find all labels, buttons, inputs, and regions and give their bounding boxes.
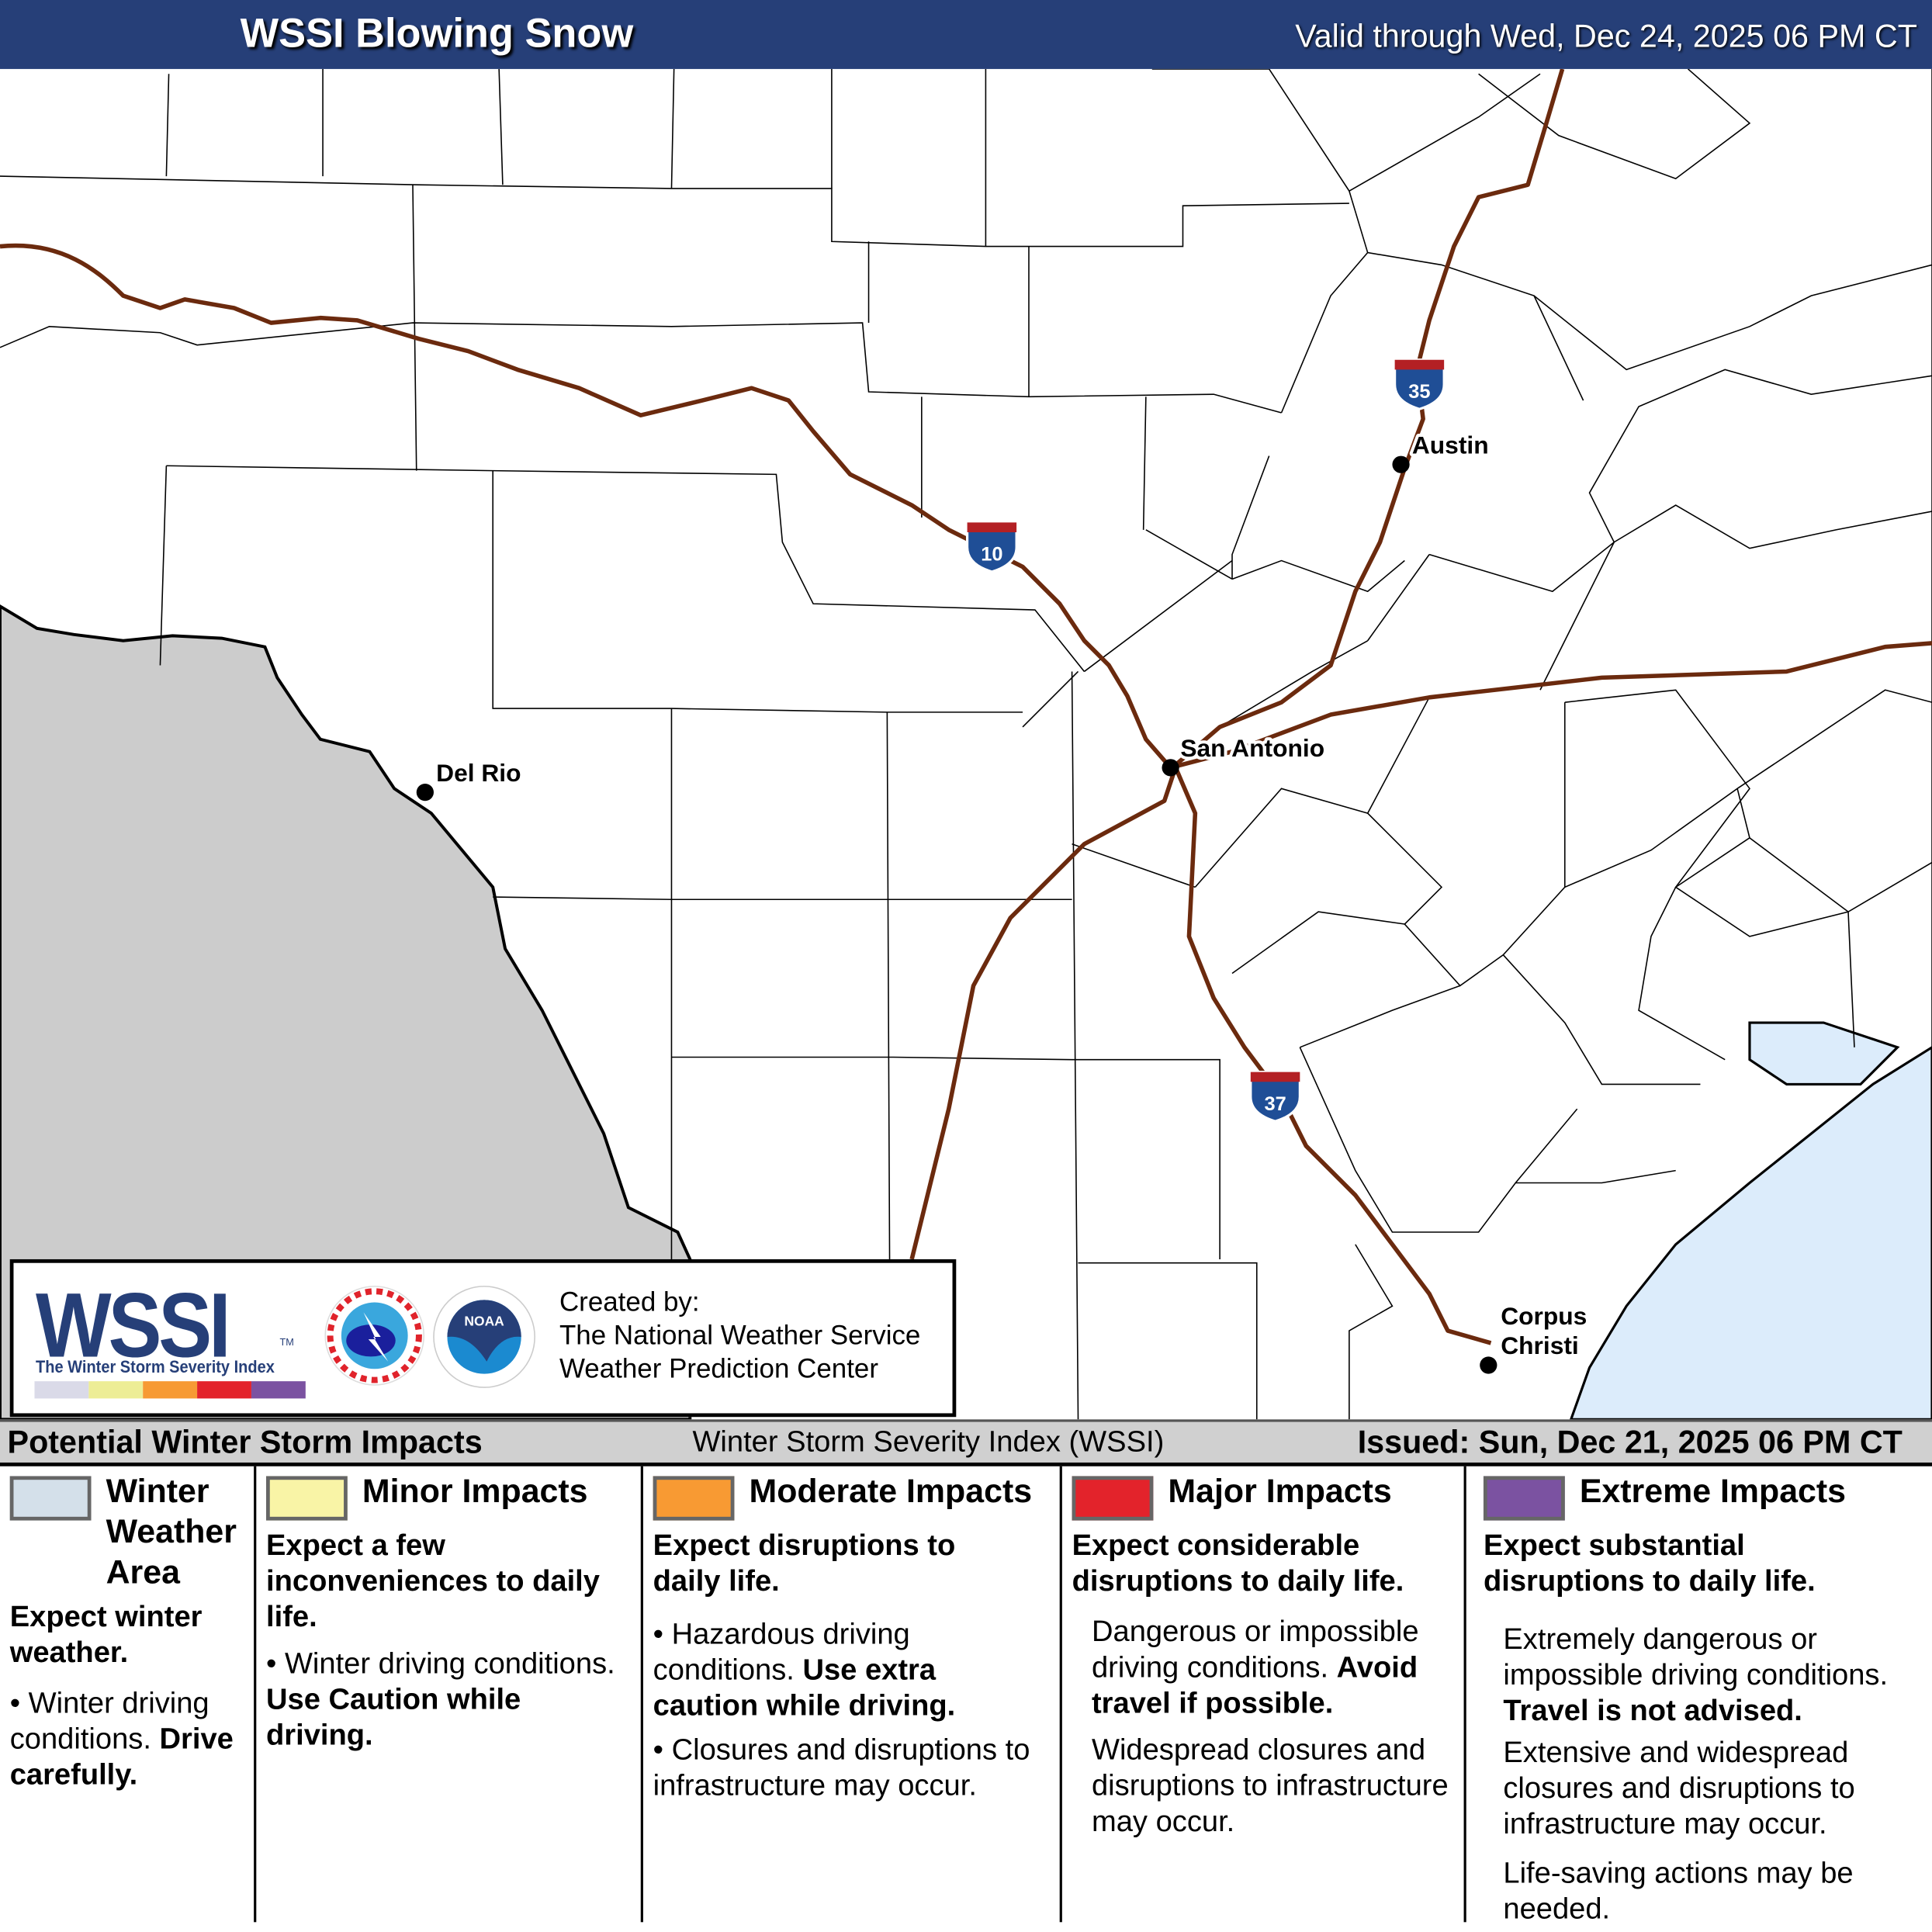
city-dot-austin <box>1392 455 1410 473</box>
created-by-label: Created by: <box>559 1286 700 1317</box>
city-label-corpus: Corpus <box>1501 1302 1587 1330</box>
shield-label: 35 <box>1408 381 1430 403</box>
legend-major-impacts: Major Impacts Expect considerable disrup… <box>1072 1466 1462 1923</box>
legend-swatch <box>266 1476 348 1521</box>
city-label-del-rio: Del Rio <box>436 759 521 787</box>
noaa-logo-icon: NOAA <box>433 1286 535 1388</box>
legend-swatch <box>9 1476 92 1521</box>
city-label-christi: Christi <box>1501 1331 1579 1359</box>
legend-swatch <box>1072 1476 1154 1521</box>
column-divider <box>1463 1466 1466 1923</box>
legend-index-name: Winter Storm Severity Index (WSSI) <box>692 1425 1165 1459</box>
legend-detail: Extremely dangerous or impossible drivin… <box>1503 1622 1889 1728</box>
legend-bullet: • Winter driving conditions. Use Caution… <box>266 1647 615 1753</box>
svg-text:NOAA: NOAA <box>464 1314 504 1329</box>
legend-category-name: Major Impacts <box>1168 1472 1392 1510</box>
legend-bullet: • Closures and disruptions to infrastruc… <box>653 1733 1030 1803</box>
color-swatch <box>251 1381 306 1399</box>
city-dot-corpus-christi <box>1480 1356 1497 1374</box>
column-divider <box>254 1466 257 1923</box>
valid-through: Valid through Wed, Dec 24, 2025 06 PM CT <box>1295 17 1917 54</box>
city-dot-del-rio <box>416 783 434 802</box>
shield-label: 10 <box>981 544 1002 566</box>
legend-title: Potential Winter Storm Impacts <box>7 1423 483 1460</box>
legend-summary: Expect winter weather. <box>9 1600 203 1670</box>
i10-route <box>0 243 1932 770</box>
gulf-water <box>1570 1021 1932 1420</box>
city-label-san-antonio: San Antonio <box>1180 734 1324 762</box>
legend-category-name: Winter Weather Area <box>106 1472 237 1591</box>
interstate-shield-35: 35 <box>1394 358 1446 410</box>
legend-detail: Life-saving actions may be needed. <box>1503 1857 1854 1927</box>
wssi-logo: WSSI <box>36 1274 231 1376</box>
legend-summary: Expect disruptions to daily life. <box>653 1529 956 1598</box>
wssi-subtitle: The Winter Storm Severity Index <box>36 1356 275 1376</box>
i35-route <box>909 68 1565 1260</box>
wssi-color-bar <box>34 1381 306 1399</box>
color-swatch <box>197 1381 251 1399</box>
interstate-shield-10: 10 <box>965 521 1018 573</box>
column-divider <box>640 1466 643 1923</box>
column-divider <box>1059 1466 1062 1923</box>
city-label-austin: Austin <box>1412 431 1489 459</box>
county-lines <box>0 68 1932 1420</box>
legend-category-name: Minor Impacts <box>362 1472 588 1510</box>
legend-bullet: • Winter driving conditions. Drive caref… <box>9 1686 234 1792</box>
map-title: WSSI Blowing Snow <box>240 9 634 56</box>
legend-detail: Extensive and widespread closures and di… <box>1503 1736 1855 1841</box>
city-dot-san-antonio <box>1162 759 1179 777</box>
org-wpc: Weather Prediction Center <box>559 1352 879 1384</box>
legend-detail: Dangerous or impossible driving conditio… <box>1091 1615 1419 1720</box>
legend-summary: Expect considerable disruptions to daily… <box>1072 1529 1404 1598</box>
legend-summary: Expect substantial disruptions to daily … <box>1483 1529 1816 1598</box>
legend-extreme-impacts: Extreme Impacts Expect substantial disru… <box>1483 1466 1927 1926</box>
mexico-region <box>0 604 692 1420</box>
shield-label: 37 <box>1264 1093 1286 1115</box>
wssi-trademark: TM <box>279 1336 294 1349</box>
nws-logo-icon <box>324 1286 425 1386</box>
header-bar: WSSI Blowing Snow Valid through Wed, Dec… <box>0 0 1932 69</box>
legend-category-name: Moderate Impacts <box>749 1472 1033 1510</box>
issued-time: Issued: Sun, Dec 21, 2025 06 PM CT <box>1357 1423 1903 1460</box>
legend-category-name: Extreme Impacts <box>1579 1472 1847 1510</box>
legend-detail: Widespread closures and disruptions to i… <box>1091 1733 1449 1839</box>
org-nws: The National Weather Service <box>559 1319 921 1351</box>
legend-bullet: • Hazardous driving conditions. Use extr… <box>653 1618 956 1723</box>
legend-minor-impacts: Minor Impacts Expect a few inconvenience… <box>266 1466 635 1923</box>
color-swatch <box>34 1381 89 1399</box>
color-swatch <box>88 1381 144 1399</box>
legend-moderate-impacts: Moderate Impacts Expect disruptions to d… <box>653 1466 1055 1923</box>
created-by-text: Created by: The National Weather Service… <box>559 1285 920 1385</box>
map: 10 35 37 Del Rio San Antonio Austin Corp… <box>0 68 1932 1420</box>
legend-header: Potential Winter Storm Impacts Winter St… <box>0 1419 1932 1466</box>
color-swatch <box>143 1381 198 1399</box>
city-markers: Del Rio San Antonio Austin Corpus Christ… <box>416 428 1590 1374</box>
interstate-shield-37: 37 <box>1249 1070 1301 1123</box>
legend-swatch <box>1483 1476 1565 1521</box>
legend-summary: Expect a few inconveniences to daily lif… <box>266 1529 600 1634</box>
credits-box: WSSI TM The Winter Storm Severity Index … <box>9 1259 957 1418</box>
legend-swatch <box>653 1476 735 1521</box>
legend-winter-weather-area: Winter Weather Area Expect winter weathe… <box>9 1466 251 1923</box>
